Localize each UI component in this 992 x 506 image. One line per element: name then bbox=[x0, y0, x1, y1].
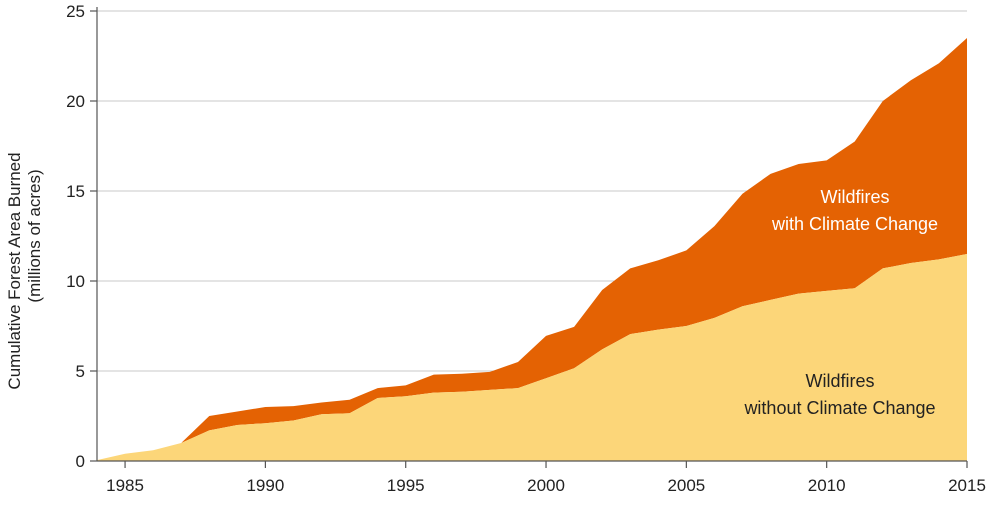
area-series bbox=[97, 38, 967, 461]
y-tick-label-15: 15 bbox=[66, 182, 85, 201]
annotation-without-line2: without Climate Change bbox=[743, 398, 935, 418]
x-tick-label-1995: 1995 bbox=[387, 476, 425, 495]
y-tick-label-25: 25 bbox=[66, 2, 85, 21]
y-axis-title-line2: (millions of acres) bbox=[25, 169, 44, 302]
annotation-with-climate-change: Wildfires with Climate Change bbox=[771, 187, 938, 234]
y-axis-title-line1: Cumulative Forest Area Burned bbox=[5, 152, 24, 389]
x-tick-label-2010: 2010 bbox=[808, 476, 846, 495]
x-tick-label-2005: 2005 bbox=[667, 476, 705, 495]
annotation-without-climate-change: Wildfires without Climate Change bbox=[743, 371, 935, 418]
x-tick-label-1990: 1990 bbox=[246, 476, 284, 495]
x-tick-label-2000: 2000 bbox=[527, 476, 565, 495]
y-tick-label-0: 0 bbox=[76, 452, 85, 471]
area-with-climate-change bbox=[97, 38, 967, 461]
annotation-with-line1: Wildfires bbox=[820, 187, 889, 207]
x-tick-label-1985: 1985 bbox=[106, 476, 144, 495]
tick-labels: 0 5 10 15 20 25 1985 1990 1995 2000 2005 2010 2015 bbox=[66, 2, 986, 495]
y-tick-label-10: 10 bbox=[66, 272, 85, 291]
y-axis-title: Cumulative Forest Area Burned (millions … bbox=[5, 152, 44, 389]
area-without-climate-change bbox=[97, 254, 967, 461]
annotation-with-line2: with Climate Change bbox=[771, 214, 938, 234]
y-tick-label-5: 5 bbox=[76, 362, 85, 381]
y-tick-label-20: 20 bbox=[66, 92, 85, 111]
axes bbox=[90, 7, 968, 468]
x-tick-label-2015: 2015 bbox=[948, 476, 986, 495]
annotation-without-line1: Wildfires bbox=[805, 371, 874, 391]
